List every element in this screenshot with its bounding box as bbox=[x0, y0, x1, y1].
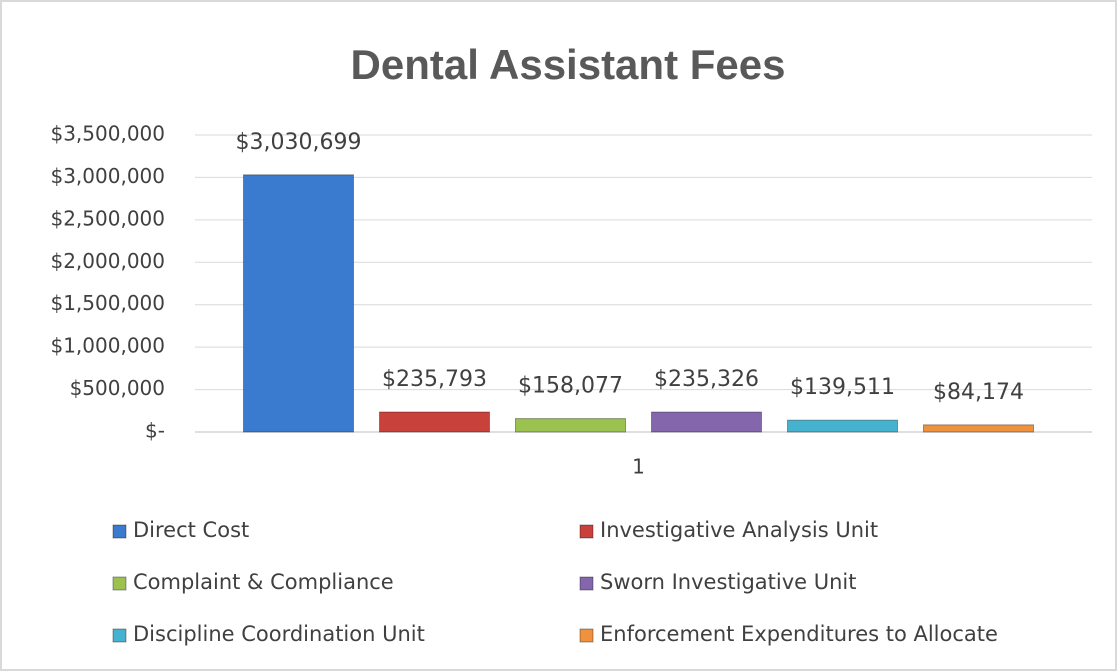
data-label: $158,077 bbox=[518, 374, 623, 399]
x-tick-label: 1 bbox=[632, 455, 645, 479]
legend-label: Investigative Analysis Unit bbox=[600, 518, 878, 542]
legend-marker bbox=[112, 524, 127, 539]
legend-label: Discipline Coordination Unit bbox=[133, 622, 425, 646]
legend-label: Complaint & Compliance bbox=[133, 570, 394, 594]
legend-marker bbox=[112, 576, 127, 591]
legend-label: Direct Cost bbox=[133, 518, 249, 542]
y-tick-label: $- bbox=[145, 419, 165, 443]
data-label: $235,326 bbox=[654, 367, 759, 392]
bar bbox=[243, 174, 354, 433]
legend-marker bbox=[579, 524, 594, 539]
data-label: $139,511 bbox=[790, 375, 895, 400]
data-label: $3,030,699 bbox=[236, 130, 362, 155]
legend-label: Sworn Investigative Unit bbox=[600, 570, 857, 594]
y-tick-label: $3,000,000 bbox=[50, 164, 165, 188]
y-tick-label: $2,000,000 bbox=[50, 249, 165, 273]
bar bbox=[787, 419, 898, 433]
y-tick-label: $500,000 bbox=[70, 376, 165, 400]
y-tick-label: $1,000,000 bbox=[50, 334, 165, 358]
data-label: $84,174 bbox=[933, 380, 1024, 405]
data-label: $235,793 bbox=[382, 367, 487, 392]
y-tick-label: $3,500,000 bbox=[50, 122, 165, 146]
legend-marker bbox=[579, 628, 594, 643]
legend-label: Enforcement Expenditures to Allocate bbox=[600, 622, 998, 646]
legend-marker bbox=[579, 576, 594, 591]
y-tick-label: $1,500,000 bbox=[50, 291, 165, 315]
bar bbox=[923, 424, 1034, 433]
bar bbox=[379, 411, 490, 433]
y-tick-label: $2,500,000 bbox=[50, 206, 165, 230]
bar bbox=[515, 418, 626, 433]
bar bbox=[651, 411, 762, 433]
chart-title: Dental Assistant Fees bbox=[351, 41, 786, 88]
legend-marker bbox=[112, 628, 127, 643]
